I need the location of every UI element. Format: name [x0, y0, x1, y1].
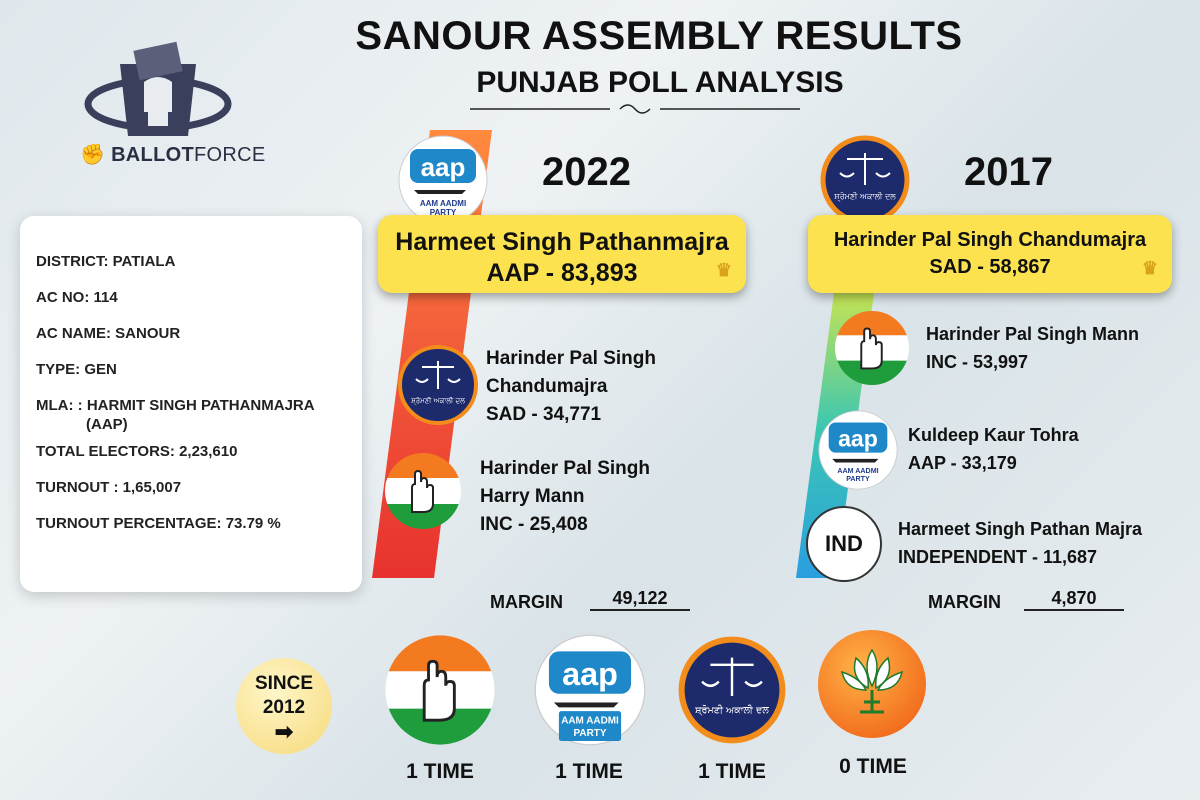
winner-card-2017: Harinder Pal Singh Chandumajra SAD - 58,… [808, 215, 1172, 293]
sad-logo-2017: ਸ਼੍ਰੋਮਣੀ ਅਕਾਲੀ ਦਲ [820, 135, 910, 225]
year-2017: 2017 [964, 150, 1053, 194]
brand-name: ✊ BALLOTFORCE [80, 144, 266, 166]
sad-logo-since: ਸ਼੍ਰੋਮਣੀ ਅਕਾਲੀ ਦਲ [678, 636, 786, 744]
page-title: SANOUR ASSEMBLY RESULTS [355, 14, 963, 58]
inc-logo-since [385, 635, 495, 745]
sad-logo-text: ਸ਼੍ਰੋਮਣੀ ਅਕਾਲੀ ਦਲ [694, 703, 769, 716]
sad-logo-text: ਸ਼੍ਰੋਮਣੀ ਅਕਾਲੀ ਦਲ [833, 191, 896, 202]
aap-logo-text: aap [838, 425, 878, 451]
inc-times: 1 TIME [406, 760, 474, 783]
winner-card-2022: Harmeet Singh Pathanmajra AAP - 83,893 ♛ [378, 215, 746, 293]
margin-label-2017: MARGIN [928, 592, 1001, 612]
ac-name: AC NAME: SANOUR [36, 325, 181, 342]
winner-name-2022: Harmeet Singh Pathanmajra [395, 228, 729, 256]
aap-times: 1 TIME [555, 760, 623, 783]
ind-logo: IND [806, 506, 882, 582]
aap-logo-2022: aap AAM AADMI PARTY [398, 135, 488, 225]
candidate-2017-1: Harinder Pal Singh Mann INC - 53,997 [926, 324, 1140, 372]
inc-logo-2022 [385, 453, 461, 529]
bjp-logo-since [818, 630, 926, 738]
total-electors: TOTAL ELECTORS: 2,23,610 [36, 443, 238, 460]
aap-logo-text: aap [562, 656, 618, 692]
aap-logo-sub1: AAM AADMI [837, 467, 878, 475]
sad-logo-2022: ਸ਼੍ਰੋਮਣੀ ਅਕਾਲੀ ਦਲ [398, 345, 478, 425]
ballot-icon: ✊ [80, 144, 112, 166]
turnout-percentage: TURNOUT PERCENTAGE: 73.79 % [36, 515, 281, 532]
candidate-2022-1: Harinder Pal Singh Chandumajra SAD - 34,… [486, 348, 656, 425]
district: DISTRICT: PATIALA [36, 253, 176, 270]
crown-icon: ♛ [1141, 258, 1158, 278]
year-2022: 2022 [542, 150, 631, 194]
candidate-2022-2: Harinder Pal Singh Harry Mann INC - 25,4… [480, 458, 650, 535]
page-subtitle: PUNJAB POLL ANALYSIS [476, 66, 844, 99]
sad-logo-text: ਸ਼੍ਰੋਮਣੀ ਅਕਾਲੀ ਦਲ [410, 396, 465, 406]
aap-logo-sub1: AAM AADMI [420, 199, 466, 208]
candidate-2017-3: Harmeet Singh Pathan Majra INDEPENDENT -… [898, 519, 1143, 567]
winner-votes-2017: SAD - 58,867 [929, 256, 1051, 278]
sad-times: 1 TIME [698, 760, 766, 783]
aap-logo-sub2: PARTY [430, 208, 457, 217]
since-2012-badge: SINCE 2012 ➡ [236, 658, 332, 754]
inc-logo-2017 [834, 310, 910, 386]
mla: MLA: : HARMIT SINGH PATHANMAJRA (AAP) [36, 397, 315, 433]
aap-logo-since: aap AAM AADMI PARTY [534, 634, 646, 746]
aap-logo-sub1: AAM AADMI [561, 716, 619, 727]
arrow-right-icon: ➡ [274, 719, 294, 744]
winner-votes-2022: AAP - 83,893 [486, 259, 638, 287]
margin-value-2017: 4,870 [1024, 588, 1124, 611]
aap-logo-2017: aap AAM AADMI PARTY [818, 410, 898, 490]
aap-logo-sub2: PARTY [846, 475, 870, 483]
aap-logo-text: aap [421, 152, 466, 182]
constituency-info-card: DISTRICT: PATIALA AC NO: 114 AC NAME: SA… [20, 216, 362, 592]
bjp-times: 0 TIME [839, 755, 907, 778]
winner-name-2017: Harinder Pal Singh Chandumajra [833, 229, 1147, 251]
ac-no: AC NO: 114 [36, 289, 118, 306]
candidate-2017-2: Kuldeep Kaur Tohra AAP - 33,179 [908, 425, 1079, 473]
aap-logo-sub2: PARTY [574, 728, 607, 739]
type: TYPE: GEN [36, 361, 117, 378]
crown-icon: ♛ [715, 260, 732, 280]
ballotforce-logo [84, 41, 232, 136]
margin-value-2022: 49,122 [590, 588, 690, 611]
margin-label-2022: MARGIN [490, 592, 563, 612]
title-divider [470, 104, 800, 114]
turnout: TURNOUT : 1,65,007 [36, 479, 182, 496]
